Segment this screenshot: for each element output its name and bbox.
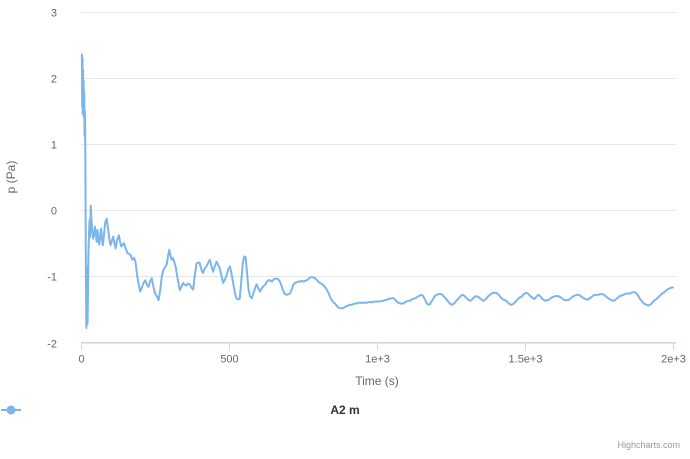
x-axis-tick-label: 0 (78, 354, 84, 366)
y-axis-tick-label: -2 (47, 339, 57, 351)
legend-item-a2m[interactable]: A2 m (1, 403, 360, 417)
line-marker-icon (1, 405, 21, 415)
legend-item-label: A2 m (330, 403, 360, 417)
legend: A2 m (0, 403, 690, 417)
y-axis-tick-label: 0 (51, 206, 57, 218)
y-axis-title-label: p (Pa) (4, 160, 18, 194)
y-axis-tick-label: 2 (51, 74, 57, 86)
y-axis-tick-label: -1 (47, 272, 57, 284)
x-axis-tick-label: 2e+3 (661, 354, 686, 366)
x-axis-title: Time (s) (355, 374, 399, 388)
series-line-a2m (80, 53, 674, 329)
x-axis-tick-label: 500 (220, 354, 238, 366)
x-axis-tick-label: 1e+3 (365, 354, 390, 366)
highcharts-credits-link[interactable]: Highcharts.com (617, 440, 680, 450)
y-axis-tick-label: 1 (51, 140, 57, 152)
y-axis-tick-label: 3 (51, 8, 57, 20)
x-axis-tick-label: 1.5e+3 (509, 354, 543, 366)
